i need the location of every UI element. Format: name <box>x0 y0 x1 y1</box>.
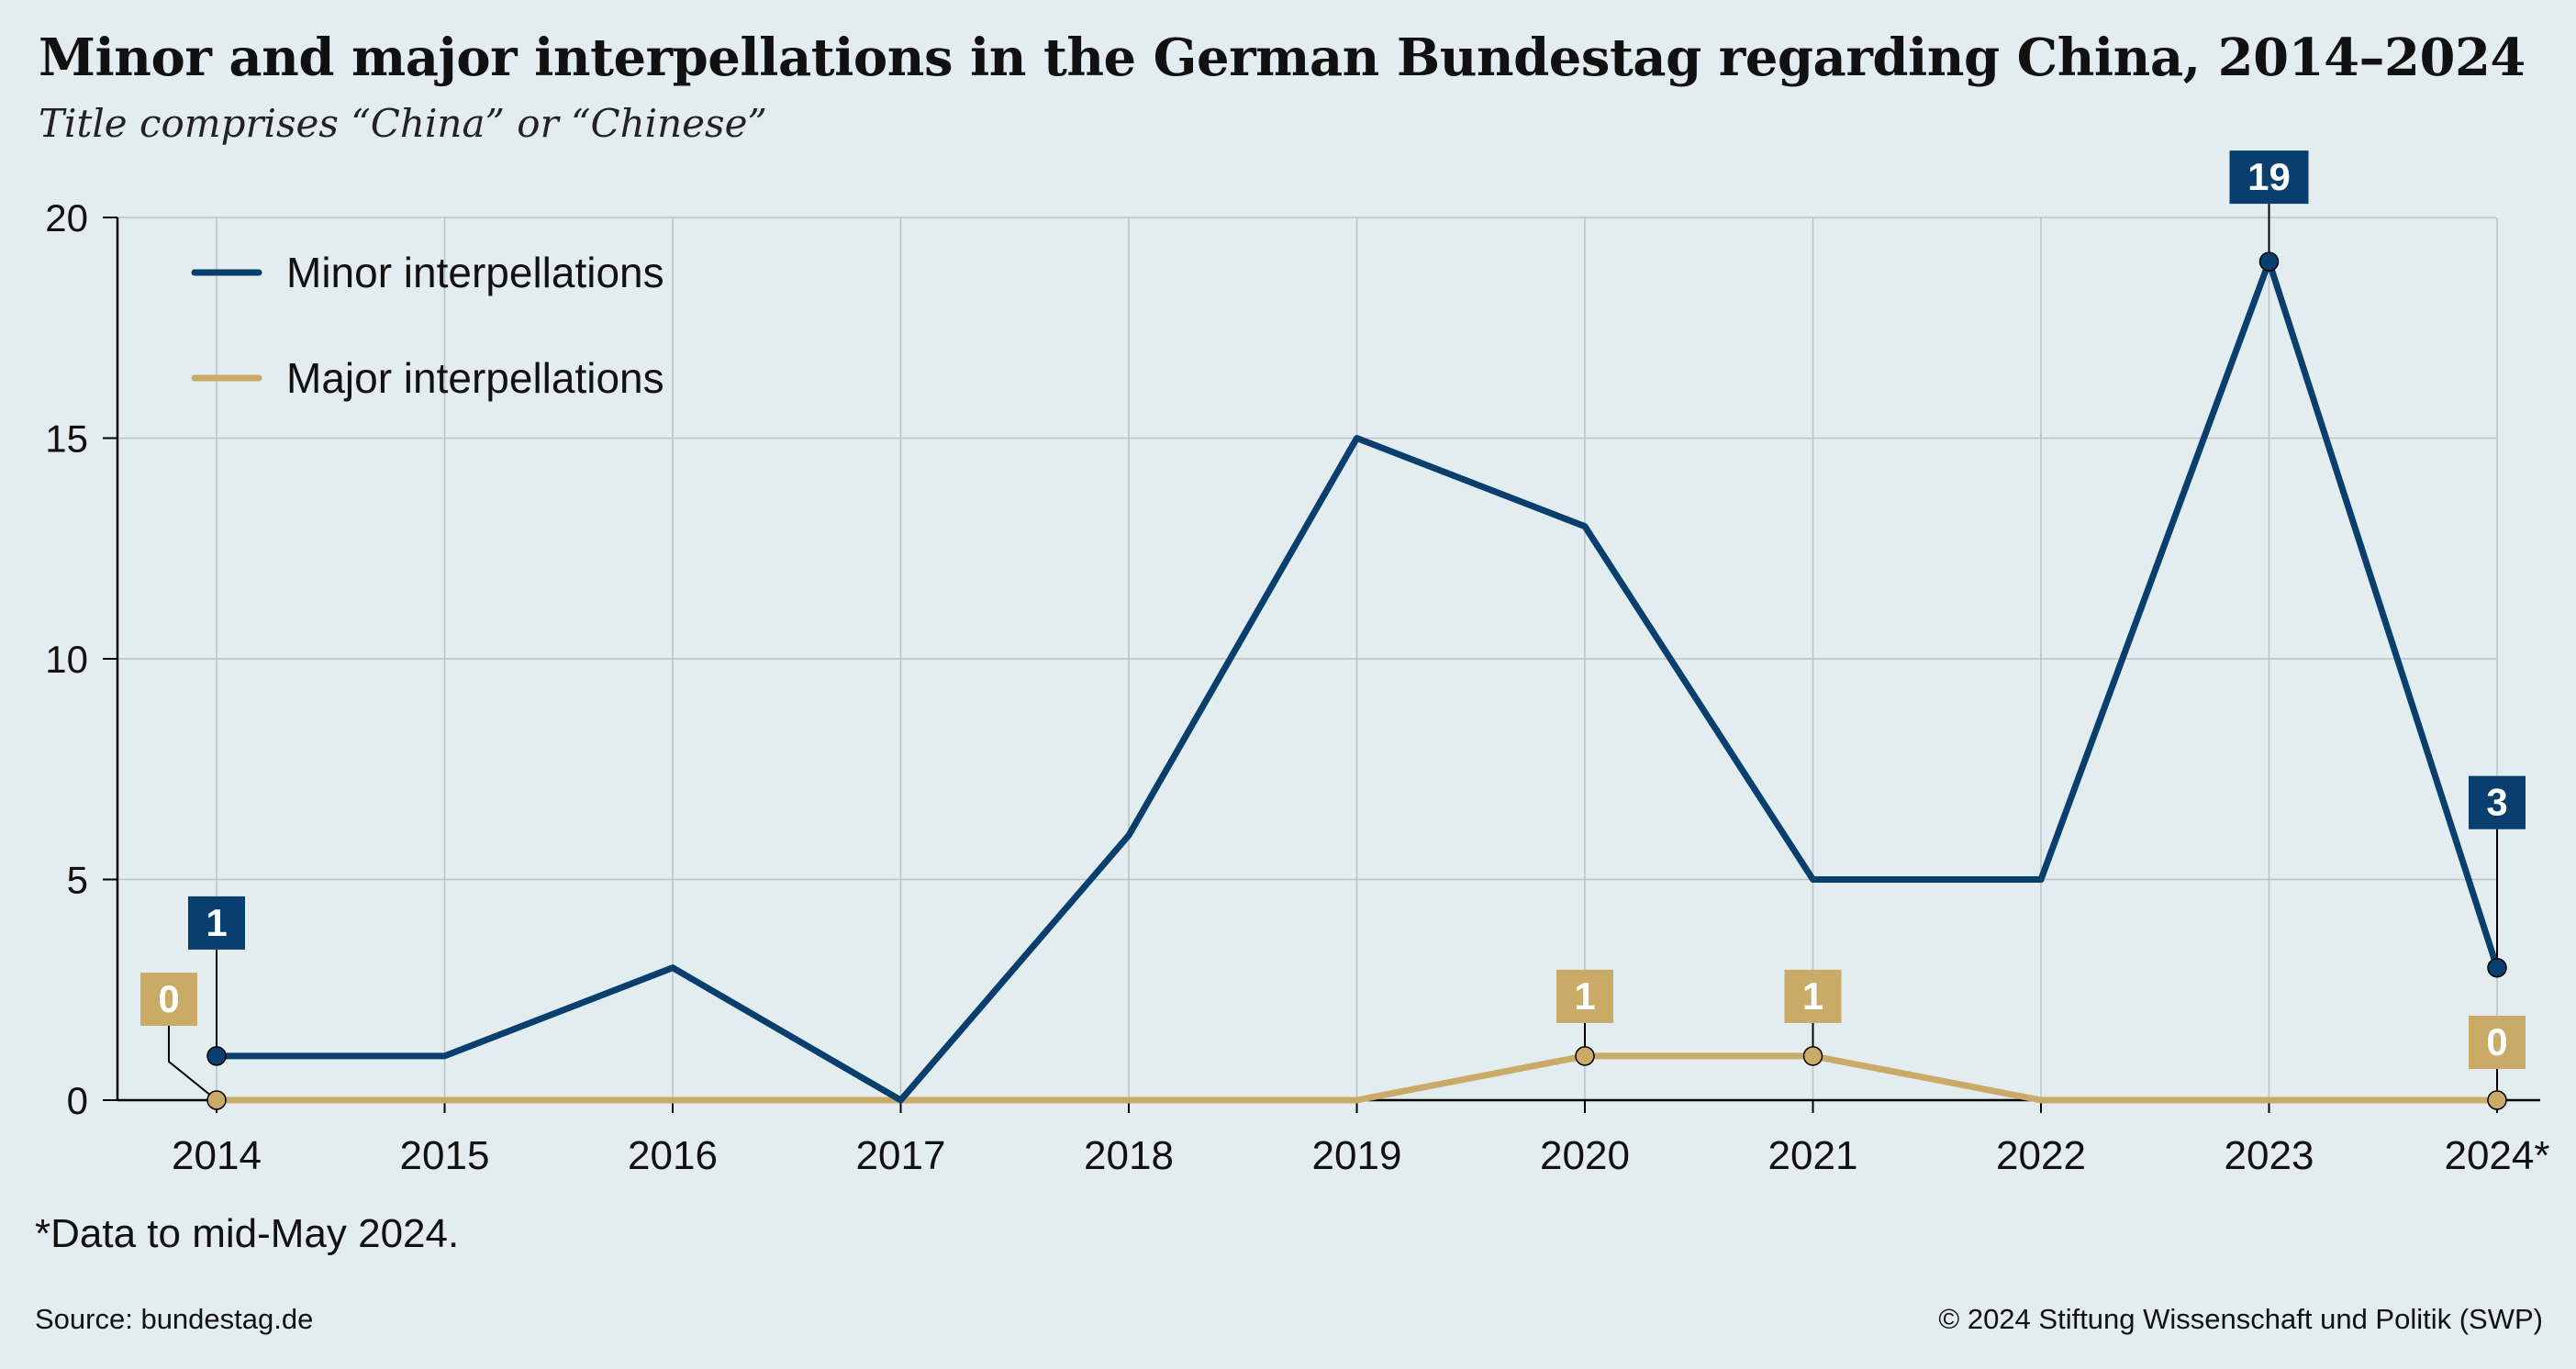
data-point-marker <box>206 1090 227 1110</box>
data-label: 1 <box>206 901 227 944</box>
data-label: 1 <box>1574 974 1595 1018</box>
data-point-marker <box>2487 1090 2507 1110</box>
data-label: 3 <box>2486 781 2507 824</box>
copyright-note: © 2024 Stiftung Wissenschaft und Politik… <box>1938 1303 2543 1335</box>
x-tick-label: 2016 <box>628 1133 718 1178</box>
y-tick-label: 5 <box>67 859 88 902</box>
major-interpellations-line <box>213 1052 2501 1104</box>
data-label-box <box>1784 969 1842 1023</box>
x-tick-label: 2014 <box>172 1133 262 1178</box>
data-point-marker <box>1575 1046 1595 1066</box>
data-label: 0 <box>2486 1020 2507 1063</box>
data-label: 19 <box>2247 155 2291 198</box>
data-point-marker <box>2487 957 2507 978</box>
y-tick-label: 20 <box>45 196 88 239</box>
data-label: 0 <box>158 977 179 1020</box>
minor-interpellations-line <box>213 258 2501 1104</box>
legend-label: Major interpellations <box>286 354 664 402</box>
x-tick-label: 2017 <box>856 1133 946 1178</box>
x-tick-label: 2018 <box>1084 1133 1174 1178</box>
data-label-box <box>188 896 245 950</box>
y-tick-label: 0 <box>67 1079 88 1122</box>
data-label-box <box>140 973 197 1026</box>
data-label-box <box>2229 150 2309 205</box>
x-tick-label: 2019 <box>1312 1133 1402 1178</box>
data-point-marker <box>1802 1046 1823 1066</box>
annotation-leader <box>168 1026 217 1101</box>
y-tick-label: 10 <box>45 638 88 681</box>
x-tick-label: 2023 <box>2225 1133 2314 1178</box>
legend-label: Minor interpellations <box>286 249 664 296</box>
data-point-marker <box>2258 251 2280 272</box>
chart-subtitle: Title comprises “China” or “Chinese” <box>39 101 767 146</box>
x-tick-label: 2020 <box>1540 1133 1630 1178</box>
data-point-marker <box>206 1046 227 1066</box>
chart-title: Minor and major interpellations in the G… <box>39 28 2526 88</box>
y-tick-label: 15 <box>45 417 88 461</box>
x-tick-label: 2022 <box>1996 1133 2086 1178</box>
x-tick-label: 2021 <box>1768 1133 1858 1178</box>
data-label-box <box>1556 969 1613 1023</box>
source-note: Source: bundestag.de <box>35 1303 314 1335</box>
data-label-box <box>2469 1016 2526 1069</box>
footnote: *Data to mid-May 2024. <box>35 1211 460 1256</box>
data-label-box <box>2469 775 2526 829</box>
x-tick-label: 2015 <box>400 1133 490 1178</box>
data-label: 1 <box>1802 974 1823 1018</box>
x-tick-label: 2024* <box>2444 1133 2549 1178</box>
